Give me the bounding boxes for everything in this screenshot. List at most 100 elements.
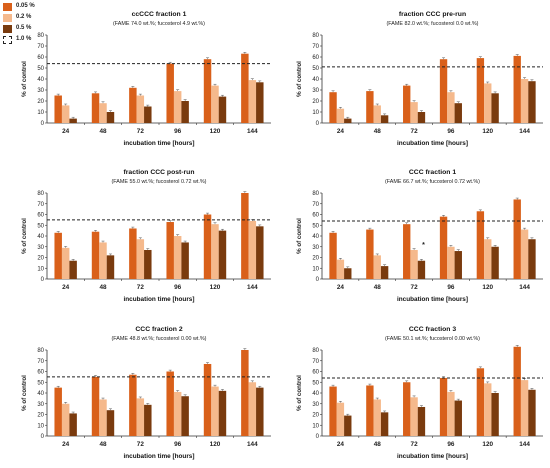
bar-0.05-24 xyxy=(54,95,62,123)
bar-0.5-96 xyxy=(454,400,462,436)
bar-0.2-96 xyxy=(447,246,455,279)
bar-0.05-120 xyxy=(203,363,212,436)
bar-0.05-96 xyxy=(166,222,174,279)
bar-0.5-48 xyxy=(106,255,115,279)
y-tick-label: 80 xyxy=(312,33,319,39)
y-tick-label: 50 xyxy=(37,380,44,386)
x-tick-label: 144 xyxy=(519,128,530,135)
bar-0.2-120 xyxy=(484,239,492,279)
y-tick-label: 40 xyxy=(312,234,319,240)
bar-0.05-48 xyxy=(366,229,374,279)
chart-title: ccCCC fraction 1 xyxy=(132,11,187,18)
bar-0.2-120 xyxy=(484,83,492,123)
legend-swatch-1.0 xyxy=(3,36,12,44)
bar-0.05-96 xyxy=(439,216,448,279)
bar-0.2-48 xyxy=(99,399,107,436)
x-tick-label: 120 xyxy=(482,441,493,448)
x-tick-label: 96 xyxy=(447,128,455,135)
bar-0.5-72 xyxy=(144,404,152,436)
bar-0.2-120 xyxy=(211,386,219,436)
y-tick-label: 10 xyxy=(312,266,319,272)
bar-0.2-24 xyxy=(61,247,70,279)
y-tick-label: 40 xyxy=(37,391,44,397)
bar-0.2-96 xyxy=(173,91,182,123)
bar-0.05-120 xyxy=(203,59,212,123)
y-tick-label: 30 xyxy=(312,245,319,251)
y-tick-label: 20 xyxy=(312,256,319,262)
y-axis-label: % of control xyxy=(296,61,303,97)
y-tick-label: 80 xyxy=(37,191,44,197)
x-tick-label: 48 xyxy=(374,128,382,135)
bar-0.5-120 xyxy=(218,230,227,279)
y-tick-label: 80 xyxy=(312,348,319,354)
bar-0.05-72 xyxy=(129,374,137,436)
y-tick-label: 70 xyxy=(37,202,44,208)
bar-0.5-120 xyxy=(491,93,499,123)
bar-0.05-96 xyxy=(439,377,448,436)
x-axis-label: incubation time [hours] xyxy=(123,296,194,303)
bar-0.2-48 xyxy=(373,105,381,123)
bar-0.5-24 xyxy=(69,413,77,436)
bar-0.5-144 xyxy=(256,387,264,436)
bar-0.2-72 xyxy=(410,102,418,123)
bar-0.05-96 xyxy=(439,59,448,123)
bar-0.05-96 xyxy=(166,63,174,123)
x-tick-label: 144 xyxy=(519,441,530,448)
y-tick-label: 70 xyxy=(312,44,319,50)
x-tick-label: 96 xyxy=(174,128,182,135)
y-tick-label: 0 xyxy=(41,434,45,440)
bar-0.2-48 xyxy=(99,103,107,123)
bar-0.2-144 xyxy=(520,79,529,123)
chart-title: CCC fraction 3 xyxy=(409,326,456,333)
y-tick-label: 10 xyxy=(37,110,44,116)
x-tick-label: 120 xyxy=(210,441,221,448)
x-tick-label: 144 xyxy=(247,441,258,448)
bar-0.2-24 xyxy=(336,108,345,123)
bar-0.05-144 xyxy=(241,193,249,279)
y-tick-label: 80 xyxy=(37,348,44,354)
y-tick-label: 0 xyxy=(41,121,45,127)
chart-panel-5: CCC fraction 2 (FAME 48.8 wt.%; fucostero… xyxy=(21,326,271,460)
bar-0.2-120 xyxy=(211,224,219,279)
chart-title: fraction CCC post-run xyxy=(124,169,195,176)
x-tick-label: 72 xyxy=(411,441,419,448)
bar-0.2-48 xyxy=(99,242,107,279)
x-tick-label: 72 xyxy=(137,128,145,135)
x-tick-label: 48 xyxy=(374,441,382,448)
bar-0.5-120 xyxy=(491,393,499,436)
y-tick-label: 60 xyxy=(37,213,44,219)
chart-title: CCC fraction 2 xyxy=(135,326,182,333)
bar-0.5-144 xyxy=(256,82,264,123)
bar-0.05-24 xyxy=(329,92,337,123)
bar-0.2-144 xyxy=(520,229,529,279)
y-tick-label: 80 xyxy=(312,191,319,197)
bar-0.2-72 xyxy=(410,397,418,436)
y-tick-label: 50 xyxy=(37,66,44,72)
bar-0.2-144 xyxy=(248,220,257,279)
bar-0.5-48 xyxy=(106,410,115,436)
chart-subtitle: (FAME 66.7 wt.%; fucosterol 0.72 wt.%) xyxy=(385,179,480,185)
bar-0.2-24 xyxy=(336,402,345,436)
x-tick-label: 72 xyxy=(411,128,419,135)
y-tick-label: 40 xyxy=(37,234,44,240)
y-tick-label: 20 xyxy=(312,99,319,105)
bar-0.5-144 xyxy=(528,389,536,436)
bar-0.5-48 xyxy=(380,412,389,436)
x-tick-label: 96 xyxy=(447,284,455,291)
legend-swatch-0.2 xyxy=(3,14,12,22)
bar-0.05-72 xyxy=(403,382,411,436)
bar-0.05-96 xyxy=(166,371,174,436)
y-tick-label: 60 xyxy=(312,370,319,376)
x-tick-label: 72 xyxy=(411,284,419,291)
bar-0.2-72 xyxy=(410,249,418,279)
bar-0.5-72 xyxy=(417,112,426,123)
bar-0.05-24 xyxy=(54,232,62,279)
bar-0.05-144 xyxy=(513,55,521,123)
bar-0.2-48 xyxy=(373,255,381,279)
y-tick-label: 70 xyxy=(37,44,44,50)
bar-0.2-24 xyxy=(61,105,70,123)
bar-0.05-48 xyxy=(91,231,100,279)
bar-0.5-96 xyxy=(454,251,462,279)
x-tick-label: 96 xyxy=(174,441,182,448)
